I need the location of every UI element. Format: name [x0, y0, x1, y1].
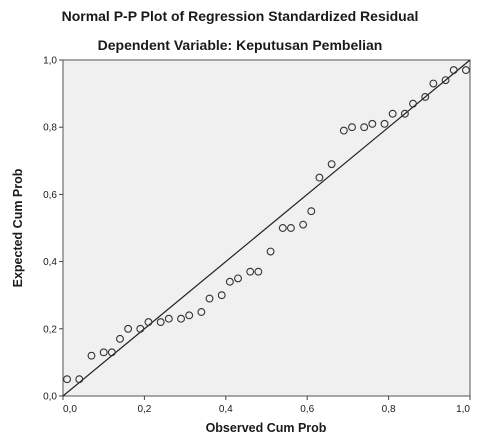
- data-point: [286, 224, 295, 232]
- y-tick-label: 0,0: [43, 392, 57, 403]
- data-point: [177, 314, 185, 323]
- data-point: [360, 123, 369, 132]
- x-tick-label: 1,0: [456, 404, 470, 415]
- data-points: [63, 66, 470, 384]
- data-point: [205, 294, 214, 303]
- data-point: [388, 109, 397, 118]
- data-point: [136, 324, 145, 333]
- data-point: [185, 311, 194, 320]
- data-point: [99, 348, 108, 357]
- data-point: [156, 318, 165, 327]
- data-point: [234, 274, 242, 283]
- data-point: [327, 160, 336, 169]
- x-tick-label: 0,6: [300, 404, 314, 415]
- y-axis-ticks: 0,0 0,2 0,4 0,6 0,8 1,0: [43, 56, 63, 403]
- y-tick-label: 0,4: [43, 257, 57, 268]
- data-point: [315, 173, 324, 182]
- y-tick-label: 0,6: [43, 190, 57, 201]
- x-axis-ticks: 0,0 0,2 0,4 0,6 0,8 1,0: [62, 396, 471, 415]
- data-point: [348, 123, 356, 132]
- data-point: [124, 324, 133, 333]
- data-point: [368, 119, 377, 128]
- data-point: [278, 224, 287, 232]
- data-point: [63, 375, 72, 384]
- y-axis-label: Expected Cum Prob: [11, 168, 25, 287]
- data-point: [461, 66, 470, 75]
- data-point: [449, 66, 458, 75]
- x-tick-label: 0,4: [219, 404, 233, 415]
- data-point: [339, 126, 348, 135]
- y-tick-label: 1,0: [43, 56, 57, 67]
- data-point: [307, 207, 316, 216]
- data-point: [116, 334, 124, 343]
- data-point: [87, 351, 96, 360]
- x-tick-label: 0,2: [137, 404, 151, 415]
- x-tick-label: 0,0: [63, 404, 77, 415]
- y-tick-label: 0,8: [43, 123, 57, 134]
- data-point: [441, 76, 450, 85]
- chart-title: Normal P-P Plot of Regression Standardiz…: [62, 8, 419, 24]
- data-point: [107, 348, 116, 357]
- x-axis-label: Observed Cum Prob: [206, 421, 327, 435]
- data-point: [217, 291, 226, 300]
- data-point: [254, 267, 263, 276]
- data-point: [75, 375, 84, 384]
- data-point: [246, 267, 255, 276]
- data-point: [380, 119, 389, 128]
- data-point: [266, 247, 275, 256]
- data-point: [409, 99, 417, 108]
- data-point: [400, 109, 409, 118]
- y-tick-label: 0,2: [43, 324, 57, 335]
- x-tick-label: 0,8: [382, 404, 396, 415]
- data-point: [299, 220, 308, 229]
- data-point: [164, 314, 173, 323]
- chart-subtitle: Dependent Variable: Keputusan Pembelian: [98, 37, 383, 53]
- data-point: [197, 308, 206, 316]
- data-point: [421, 93, 430, 101]
- data-point: [144, 318, 153, 327]
- data-point: [429, 79, 438, 88]
- data-point: [225, 277, 234, 286]
